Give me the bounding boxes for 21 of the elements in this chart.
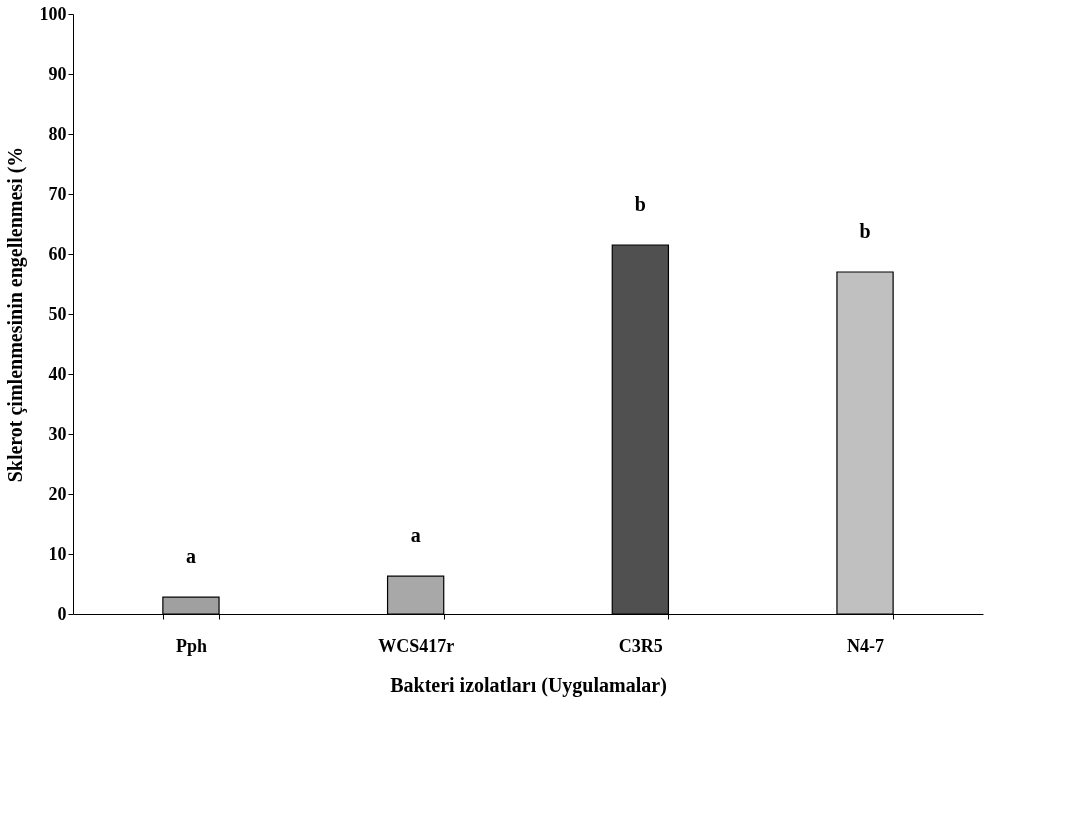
y-tick-label: 90 [48, 63, 67, 84]
y-tick-label: 60 [48, 243, 67, 264]
annotation: b [634, 193, 646, 215]
y-tick-label: 30 [48, 423, 67, 444]
y-tick-label: 40 [48, 363, 67, 384]
y-tick-label: 50 [48, 303, 67, 324]
y-tick-label: 20 [48, 483, 67, 504]
annotation: a [410, 524, 421, 547]
y-tick-label: 70 [48, 183, 67, 204]
y-tick-label: 0 [57, 603, 67, 624]
y-tick-label: 100 [39, 3, 67, 24]
x-tick-label: N4-7 [847, 635, 885, 656]
annotation: b [859, 220, 871, 242]
x-tick-label: Pph [175, 635, 207, 656]
x-axis-title: Bakteri izolatları (Uygulamalar) [390, 673, 667, 697]
x-tick-label: WCS417r [378, 635, 455, 656]
y-tick-label: 80 [48, 123, 67, 144]
y-tick-label: 10 [48, 543, 67, 564]
annotation: a [185, 545, 196, 568]
x-tick-label: C3R5 [618, 635, 663, 656]
y-axis-title: Sklerot çimlenmesinin engellenmesi (% [3, 146, 27, 483]
